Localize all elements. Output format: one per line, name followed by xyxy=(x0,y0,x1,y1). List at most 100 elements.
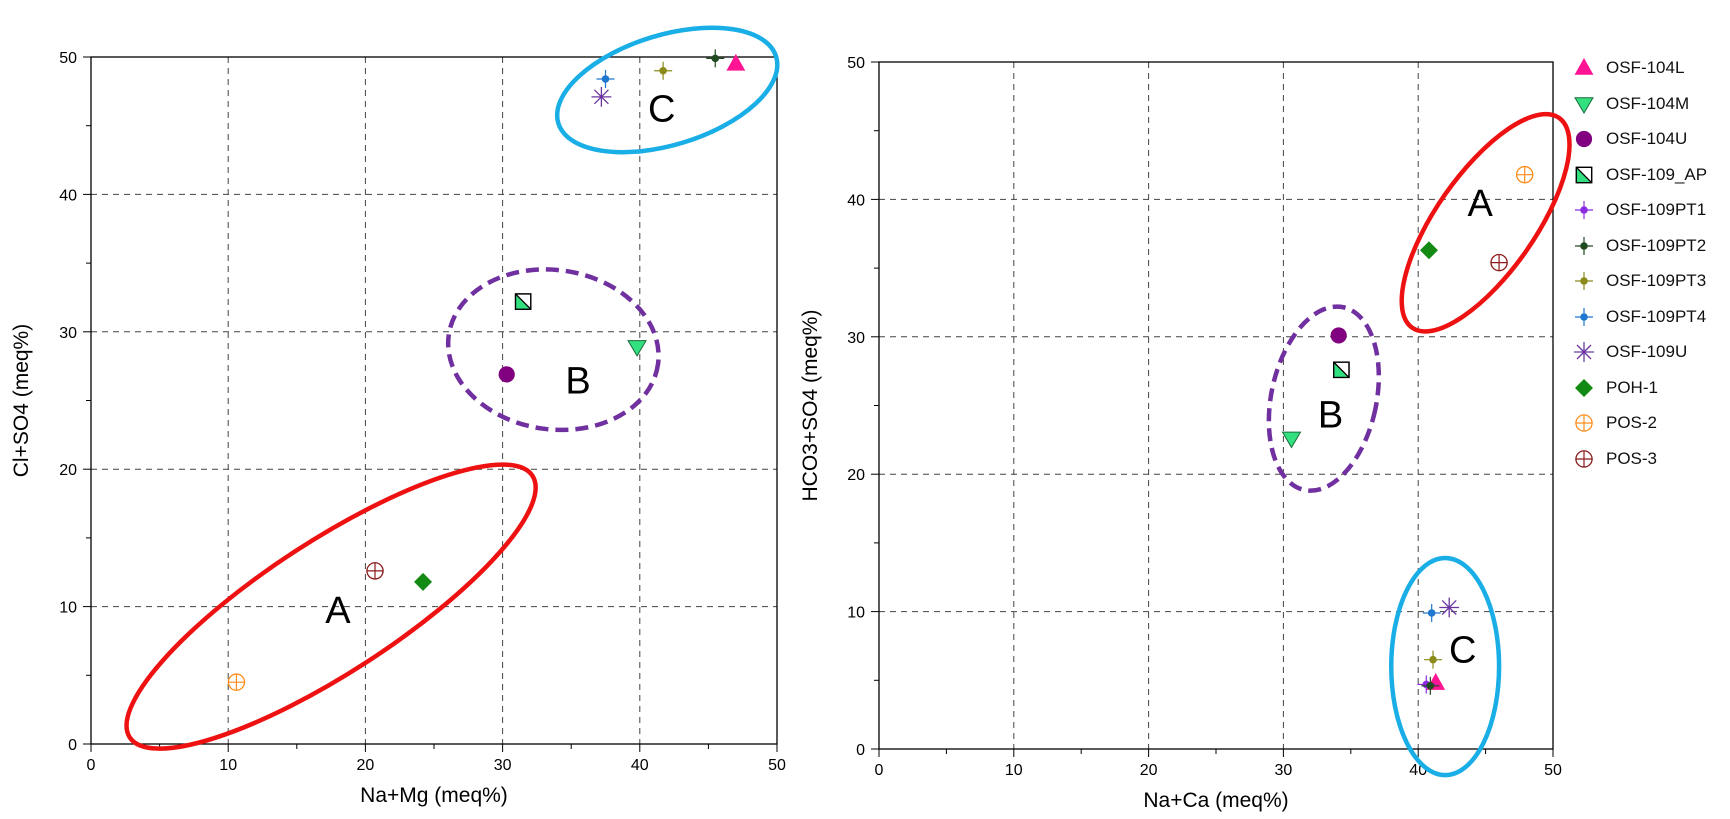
marker-diagonal xyxy=(1575,166,1593,183)
y-tick-label: 40 xyxy=(59,187,77,204)
x-tick-label: 40 xyxy=(631,757,649,774)
marker-diagonal xyxy=(1333,361,1350,378)
y-tick-label: 20 xyxy=(847,467,865,484)
group-label-c: C xyxy=(648,89,675,131)
legend-label: POH-1 xyxy=(1606,377,1658,397)
group-label-a: A xyxy=(1468,183,1494,225)
legend-label: OSF-109PT1 xyxy=(1606,200,1707,219)
marker-shape xyxy=(1419,241,1438,260)
group-annotations: A B C xyxy=(1266,111,1572,778)
y-tick-label: 30 xyxy=(847,330,865,347)
legend-label: OSF-109PT4 xyxy=(1606,306,1707,326)
legend-label: OSF-109U xyxy=(1606,342,1688,361)
data-point xyxy=(726,53,746,71)
legend-marker-icon xyxy=(1574,342,1594,362)
y-axis-label: Cl+SO4 (meq%) xyxy=(10,324,33,477)
y-tick-label: 10 xyxy=(847,605,865,622)
data-point xyxy=(591,86,612,107)
legend-label: POS-2 xyxy=(1606,413,1658,432)
data-point xyxy=(1424,650,1443,669)
data-points xyxy=(1281,165,1534,695)
legend-label: POS-3 xyxy=(1606,448,1658,468)
marker-shape xyxy=(1574,57,1594,75)
chart-left: 0 10 20 30 40 50 0 10 20 30 40 50 Na+Mg (meq%) Cl+SO4… xyxy=(10,25,786,807)
marker-dot xyxy=(1580,241,1588,250)
marker-dot xyxy=(1580,206,1588,214)
legend-marker-icon xyxy=(1575,201,1593,219)
legend-item: OSF-109PT1 xyxy=(1572,198,1730,234)
data-point xyxy=(498,366,515,383)
group-label-b: B xyxy=(1318,394,1343,436)
data-point xyxy=(1439,597,1460,618)
legend-marker-icon xyxy=(1575,378,1593,397)
legend: OSF-104L OSF-104M OSF-104U OSF-109_AP OSF-10… xyxy=(1572,56,1730,482)
legend-label: OSF-104M xyxy=(1606,93,1690,113)
legend-label: OSF-109PT3 xyxy=(1606,271,1707,290)
legend-item: POH-1 xyxy=(1572,376,1730,412)
data-point xyxy=(1422,603,1441,622)
legend-marker xyxy=(1574,342,1594,362)
marker-shape xyxy=(1575,130,1593,148)
x-tick-label: 10 xyxy=(219,757,237,774)
data-point xyxy=(366,562,384,580)
legend-label: OSF-104U xyxy=(1606,129,1688,148)
data-point xyxy=(1419,241,1438,260)
marker-dot xyxy=(711,54,720,63)
legend-item: OSF-109_AP xyxy=(1572,163,1730,199)
legend-marker-icon xyxy=(1575,236,1593,255)
data-point xyxy=(706,49,725,68)
data-point xyxy=(1281,431,1302,449)
group-ellipse-a xyxy=(124,462,538,751)
grid xyxy=(91,57,777,744)
legend-item: OSF-109PT2 xyxy=(1572,234,1730,270)
legend-marker-icon xyxy=(1575,166,1593,183)
marker-dot xyxy=(659,66,667,75)
legend-marker xyxy=(1575,449,1593,468)
y-axis-label: HCO3+SO4 (meq%) xyxy=(799,310,822,502)
data-point xyxy=(414,572,433,591)
marker-shape xyxy=(627,340,647,357)
legend-marker xyxy=(1575,307,1593,326)
legend-marker xyxy=(1575,130,1593,148)
x-tick-label: 0 xyxy=(87,757,96,774)
x-tick-label: 20 xyxy=(357,757,375,774)
marker-shape xyxy=(498,366,515,383)
legend-item: POS-3 xyxy=(1572,447,1730,483)
legend-item: OSF-109U xyxy=(1572,340,1730,376)
x-tick-label: 30 xyxy=(494,757,512,774)
legend-marker xyxy=(1575,166,1593,183)
data-point xyxy=(1421,676,1440,695)
legend-item: OSF-109PT3 xyxy=(1572,269,1730,305)
y-tick-label: 20 xyxy=(59,462,77,479)
legend-item: OSF-104L xyxy=(1572,56,1730,92)
legend-marker xyxy=(1575,414,1593,432)
group-ellipse-c xyxy=(1388,555,1502,778)
y-tick-label: 10 xyxy=(59,600,77,617)
x-tick-label: 0 xyxy=(875,762,884,779)
group-ellipse-b xyxy=(1266,304,1382,493)
y-tick-label: 0 xyxy=(68,737,77,754)
x-tick-label: 50 xyxy=(768,757,786,774)
marker-spoke xyxy=(1576,344,1592,360)
group-label-a: A xyxy=(325,590,351,632)
legend-item: OSF-109PT4 xyxy=(1572,305,1730,341)
legend-marker xyxy=(1575,272,1593,290)
data-point xyxy=(1333,361,1350,379)
plot-frame xyxy=(90,56,778,745)
marker-shape xyxy=(414,572,433,591)
group-label-c: C xyxy=(1449,629,1476,671)
y-tick-label: 50 xyxy=(847,55,865,72)
y-tick-label: 50 xyxy=(59,50,77,67)
marker-shape xyxy=(1574,96,1594,114)
marker-spoke xyxy=(1441,600,1457,615)
y-tick-label: 40 xyxy=(847,192,865,209)
marker-dot xyxy=(1429,655,1437,664)
legend-marker xyxy=(1574,57,1594,75)
marker-diagonal xyxy=(515,293,532,310)
legend-marker-icon xyxy=(1575,130,1593,148)
legend-marker-icon xyxy=(1575,307,1593,326)
marker-dot xyxy=(1426,682,1435,690)
marker-dot xyxy=(1580,312,1588,321)
